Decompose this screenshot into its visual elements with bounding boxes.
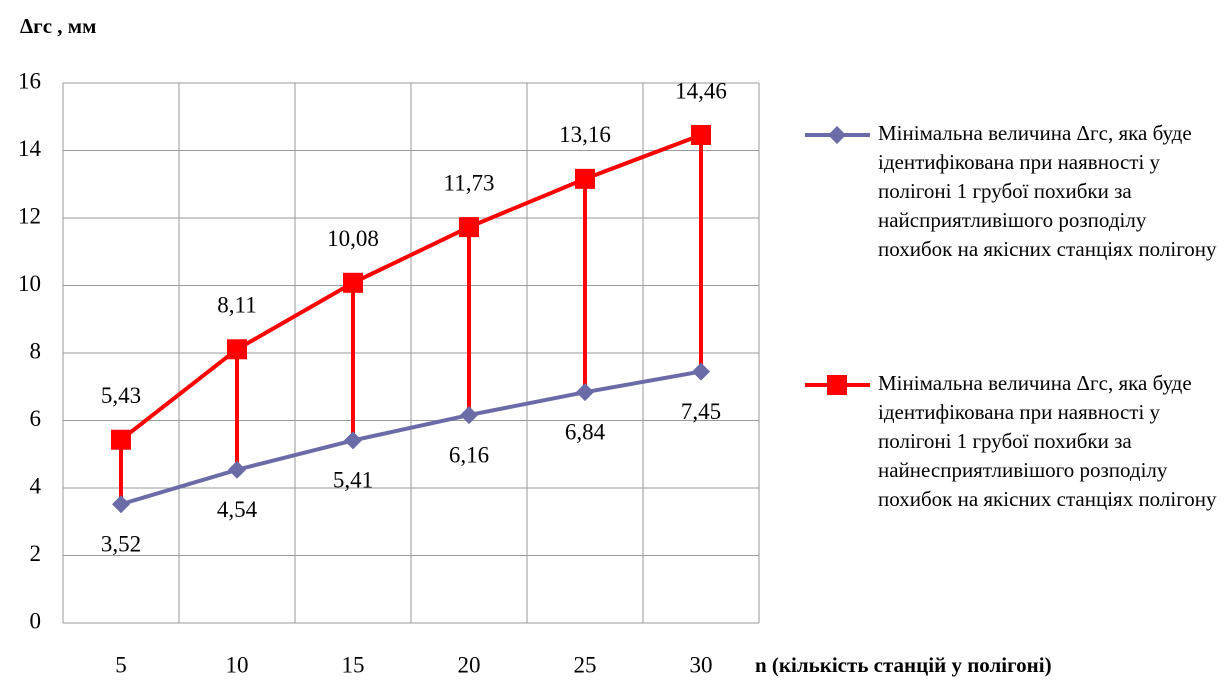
x-tick-label: 20 xyxy=(458,652,481,677)
y-tick-label: 12 xyxy=(18,203,41,228)
x-tick-label: 30 xyxy=(690,652,713,677)
data-label: 8,11 xyxy=(217,293,256,318)
y-tick-label: 16 xyxy=(18,68,41,93)
legend-label: Мінімальна величина Δгс, яка буде іденти… xyxy=(878,121,1217,261)
data-label: 6,16 xyxy=(449,442,489,467)
legend-label: Мінімальна величина Δгс, яка буде іденти… xyxy=(878,371,1217,511)
data-label: 5,41 xyxy=(333,468,373,493)
data-label: 7,45 xyxy=(681,399,721,424)
data-label: 13,16 xyxy=(559,122,611,147)
series-line xyxy=(120,369,702,507)
legend-marker xyxy=(828,126,846,144)
marker xyxy=(692,362,710,381)
y-tick-label: 2 xyxy=(30,541,42,566)
marker xyxy=(227,339,247,360)
marker xyxy=(228,460,246,479)
marker xyxy=(344,431,362,450)
marker xyxy=(576,383,594,402)
data-label: 4,54 xyxy=(217,497,258,522)
x-tick-label: 25 xyxy=(574,652,597,677)
marker xyxy=(575,168,595,189)
y-tick-label: 6 xyxy=(30,406,42,431)
marker xyxy=(111,429,131,450)
y-axis-label: Δгс , мм xyxy=(20,14,96,38)
data-label: 3,52 xyxy=(101,531,141,556)
x-tick-label: 5 xyxy=(115,652,127,677)
data-label: 6,84 xyxy=(565,419,606,444)
series-line xyxy=(119,133,702,442)
marker xyxy=(112,495,130,514)
data-label: 5,43 xyxy=(101,383,141,408)
data-label: 10,08 xyxy=(327,226,379,251)
data-label: 11,73 xyxy=(444,170,495,195)
y-tick-label: 14 xyxy=(18,136,42,161)
x-axis-label: n (кількість станцій у полігоні) xyxy=(755,653,1052,677)
data-label: 14,46 xyxy=(675,78,727,103)
y-tick-label: 4 xyxy=(30,473,42,498)
x-tick-label: 15 xyxy=(342,652,365,677)
marker xyxy=(459,217,479,238)
legend-marker xyxy=(827,375,847,395)
marker xyxy=(460,406,478,425)
x-tick-label: 10 xyxy=(226,652,249,677)
marker xyxy=(691,124,711,145)
marker xyxy=(343,272,363,293)
y-tick-label: 8 xyxy=(30,338,42,363)
y-tick-label: 0 xyxy=(30,608,42,633)
y-tick-label: 10 xyxy=(18,271,41,296)
